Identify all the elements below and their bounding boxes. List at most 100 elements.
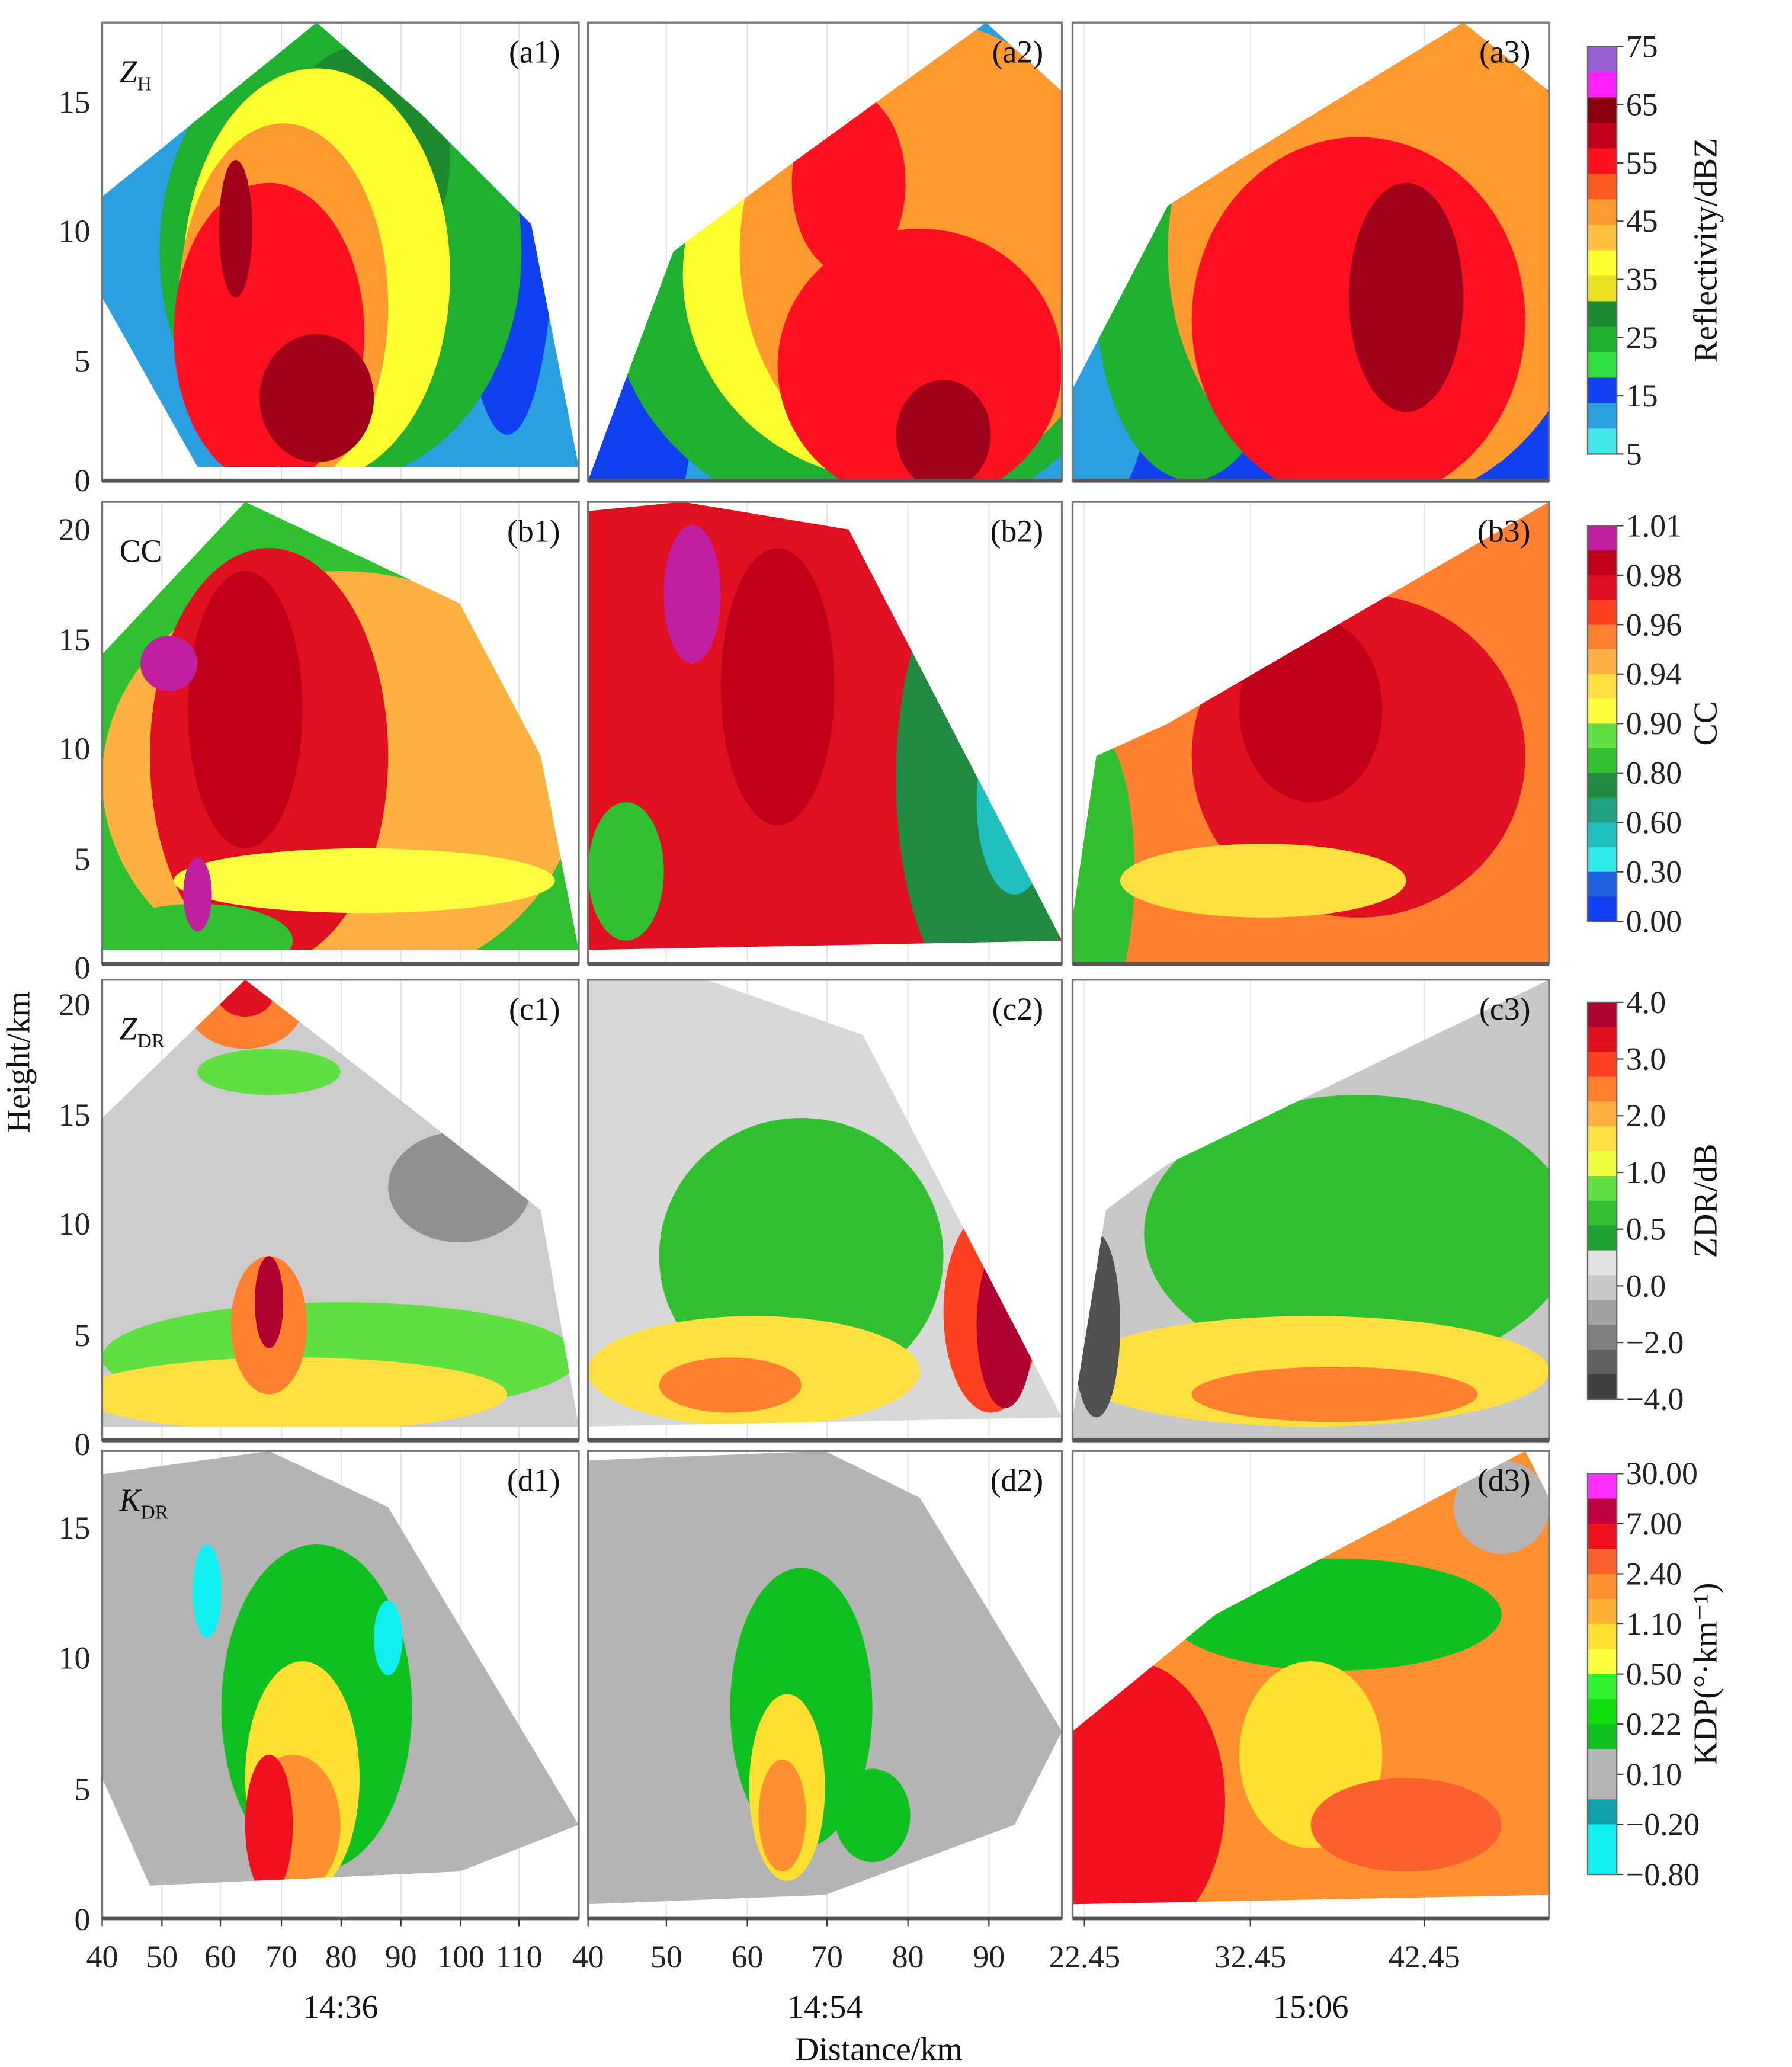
colorbar-swatch	[1587, 174, 1617, 200]
colorbar-tick-label: 0.50	[1626, 1656, 1682, 1692]
y-tick-label: 5	[74, 343, 90, 379]
panel-label: (d3)	[1477, 1462, 1531, 1498]
colorbar-tick-label: 2.0	[1626, 1098, 1666, 1133]
y-tick-label: 5	[74, 1318, 90, 1353]
variable-main: Z	[120, 54, 138, 89]
colorbar-swatch	[1587, 871, 1617, 898]
colorbar-swatch	[1587, 1374, 1617, 1400]
field-region	[174, 848, 555, 914]
colorbar-swatch	[1587, 1076, 1617, 1103]
colorbar-swatch	[1587, 1598, 1617, 1625]
variable-label: CC	[120, 533, 162, 569]
colorbar-swatch	[1587, 674, 1617, 700]
x-tick-label: 80	[892, 1939, 924, 1975]
colorbar-swatch	[1587, 896, 1617, 922]
colorbar-tick-label: −4.0	[1626, 1382, 1684, 1417]
field-region	[1072, 1661, 1225, 1905]
colorbar-swatch	[1587, 403, 1617, 430]
colorbar-swatch	[1587, 748, 1617, 774]
colorbar-tick-label: 15	[1626, 378, 1658, 414]
colorbar-title: ZDR/dB	[1687, 1143, 1724, 1258]
x-tick-label: 70	[811, 1939, 843, 1975]
colorbar-swatch	[1587, 225, 1617, 251]
y-tick-label: 20	[59, 512, 91, 547]
colorbar-swatch	[1587, 97, 1617, 124]
field-region	[102, 903, 293, 950]
x-tick-label: 50	[146, 1939, 178, 1975]
panel-label: (d2)	[990, 1462, 1044, 1498]
colorbar-swatch	[1587, 1774, 1617, 1800]
colorbar-tick-label: 45	[1626, 203, 1658, 239]
field-region	[834, 1768, 911, 1863]
colorbar-swatch	[1587, 600, 1617, 626]
colorbar-swatch	[1587, 1824, 1617, 1850]
panel-c1: (c1) ZDR	[101, 979, 580, 1443]
variable-subscript: DR	[141, 1501, 169, 1523]
colorbar-tick-label: 25	[1626, 320, 1658, 355]
variable-main: K	[119, 1482, 143, 1518]
y-tick-label: 10	[59, 1206, 91, 1242]
colorbar-tick-label: 0.00	[1626, 903, 1682, 939]
colorbar-tick-label: −0.80	[1626, 1857, 1700, 1892]
colorbar-tick-label: 0.5	[1626, 1212, 1666, 1247]
colorbar-tick-label: 1.01	[1626, 508, 1682, 543]
colorbar-swatch	[1587, 525, 1617, 552]
y-tick-label: 0	[74, 1902, 90, 1937]
field-region	[193, 1544, 222, 1638]
colorbar-tick-label: 1.10	[1626, 1606, 1682, 1642]
y-tick-label: 0	[74, 950, 90, 986]
x-tick-label: 100	[437, 1939, 485, 1975]
colorbar-tick-label: −0.20	[1626, 1806, 1700, 1842]
colorbar-swatch	[1587, 649, 1617, 675]
x-tick-label: 42.45	[1389, 1939, 1460, 1975]
colorbar-swatch	[1587, 1200, 1617, 1226]
colorbar-title: KDP(°·km⁻¹)	[1687, 1583, 1724, 1765]
panel-label: (a2)	[992, 34, 1044, 69]
colorbar-swatch	[1587, 1300, 1617, 1326]
colorbar-swatch	[1587, 797, 1617, 823]
variable-main: CC	[120, 533, 162, 569]
colorbar-swatch	[1587, 199, 1617, 226]
colorbar-tick-label: 0.94	[1626, 656, 1682, 692]
field-region	[102, 1357, 508, 1427]
colorbar-swatch	[1587, 377, 1617, 404]
colorbar-tick-label: 4.0	[1626, 985, 1666, 1020]
field-region	[720, 548, 835, 825]
field-region	[374, 1600, 403, 1675]
colorbar-swatch	[1587, 1674, 1617, 1700]
colorbar-swatch	[1587, 326, 1617, 353]
colorbar-tick-label: 0.80	[1626, 755, 1682, 791]
field-region	[183, 857, 212, 932]
x-tick-label: 60	[732, 1939, 764, 1975]
x-tick-label: 40	[86, 1939, 118, 1975]
colorbar-tick-label: 0.22	[1626, 1706, 1682, 1742]
colorbar-tick-label: 7.00	[1626, 1506, 1682, 1542]
colorbar-tick-label: 0.96	[1626, 607, 1682, 642]
field-region	[254, 1256, 284, 1348]
field-region	[1349, 182, 1464, 412]
colorbar-tick-label: 5	[1626, 436, 1642, 472]
panel-b1: (b1) CC	[101, 501, 580, 966]
colorbar-tick-label: 0.0	[1626, 1268, 1666, 1303]
colorbar-swatch	[1587, 123, 1617, 149]
x-tick-label: 90	[385, 1939, 417, 1975]
field-region	[140, 636, 198, 691]
colorbar-swatch	[1587, 1175, 1617, 1201]
colorbar-swatch	[1587, 575, 1617, 601]
y-tick-label: 10	[59, 731, 91, 767]
panel-label: (c2)	[992, 991, 1044, 1027]
field-region	[197, 1049, 341, 1095]
field-region	[259, 334, 374, 463]
panel-b3: (b3)	[1071, 501, 1550, 966]
y-tick-label: 0	[74, 463, 90, 498]
colorbar-swatch	[1587, 352, 1617, 379]
y-tick-label: 15	[59, 622, 91, 658]
y-tick-label: 15	[59, 1097, 91, 1133]
panel-d2: (d2)	[586, 1450, 1063, 1921]
y-tick-label: 15	[59, 1510, 91, 1546]
y-tick-label: 15	[59, 85, 91, 120]
panel-a3: (a3)	[1071, 21, 1550, 483]
time-label: 15:06	[1273, 1989, 1349, 2026]
colorbar-1: 75 65 55 45 35 25 15 5 Reflectivity/dBZ	[1586, 28, 1724, 472]
